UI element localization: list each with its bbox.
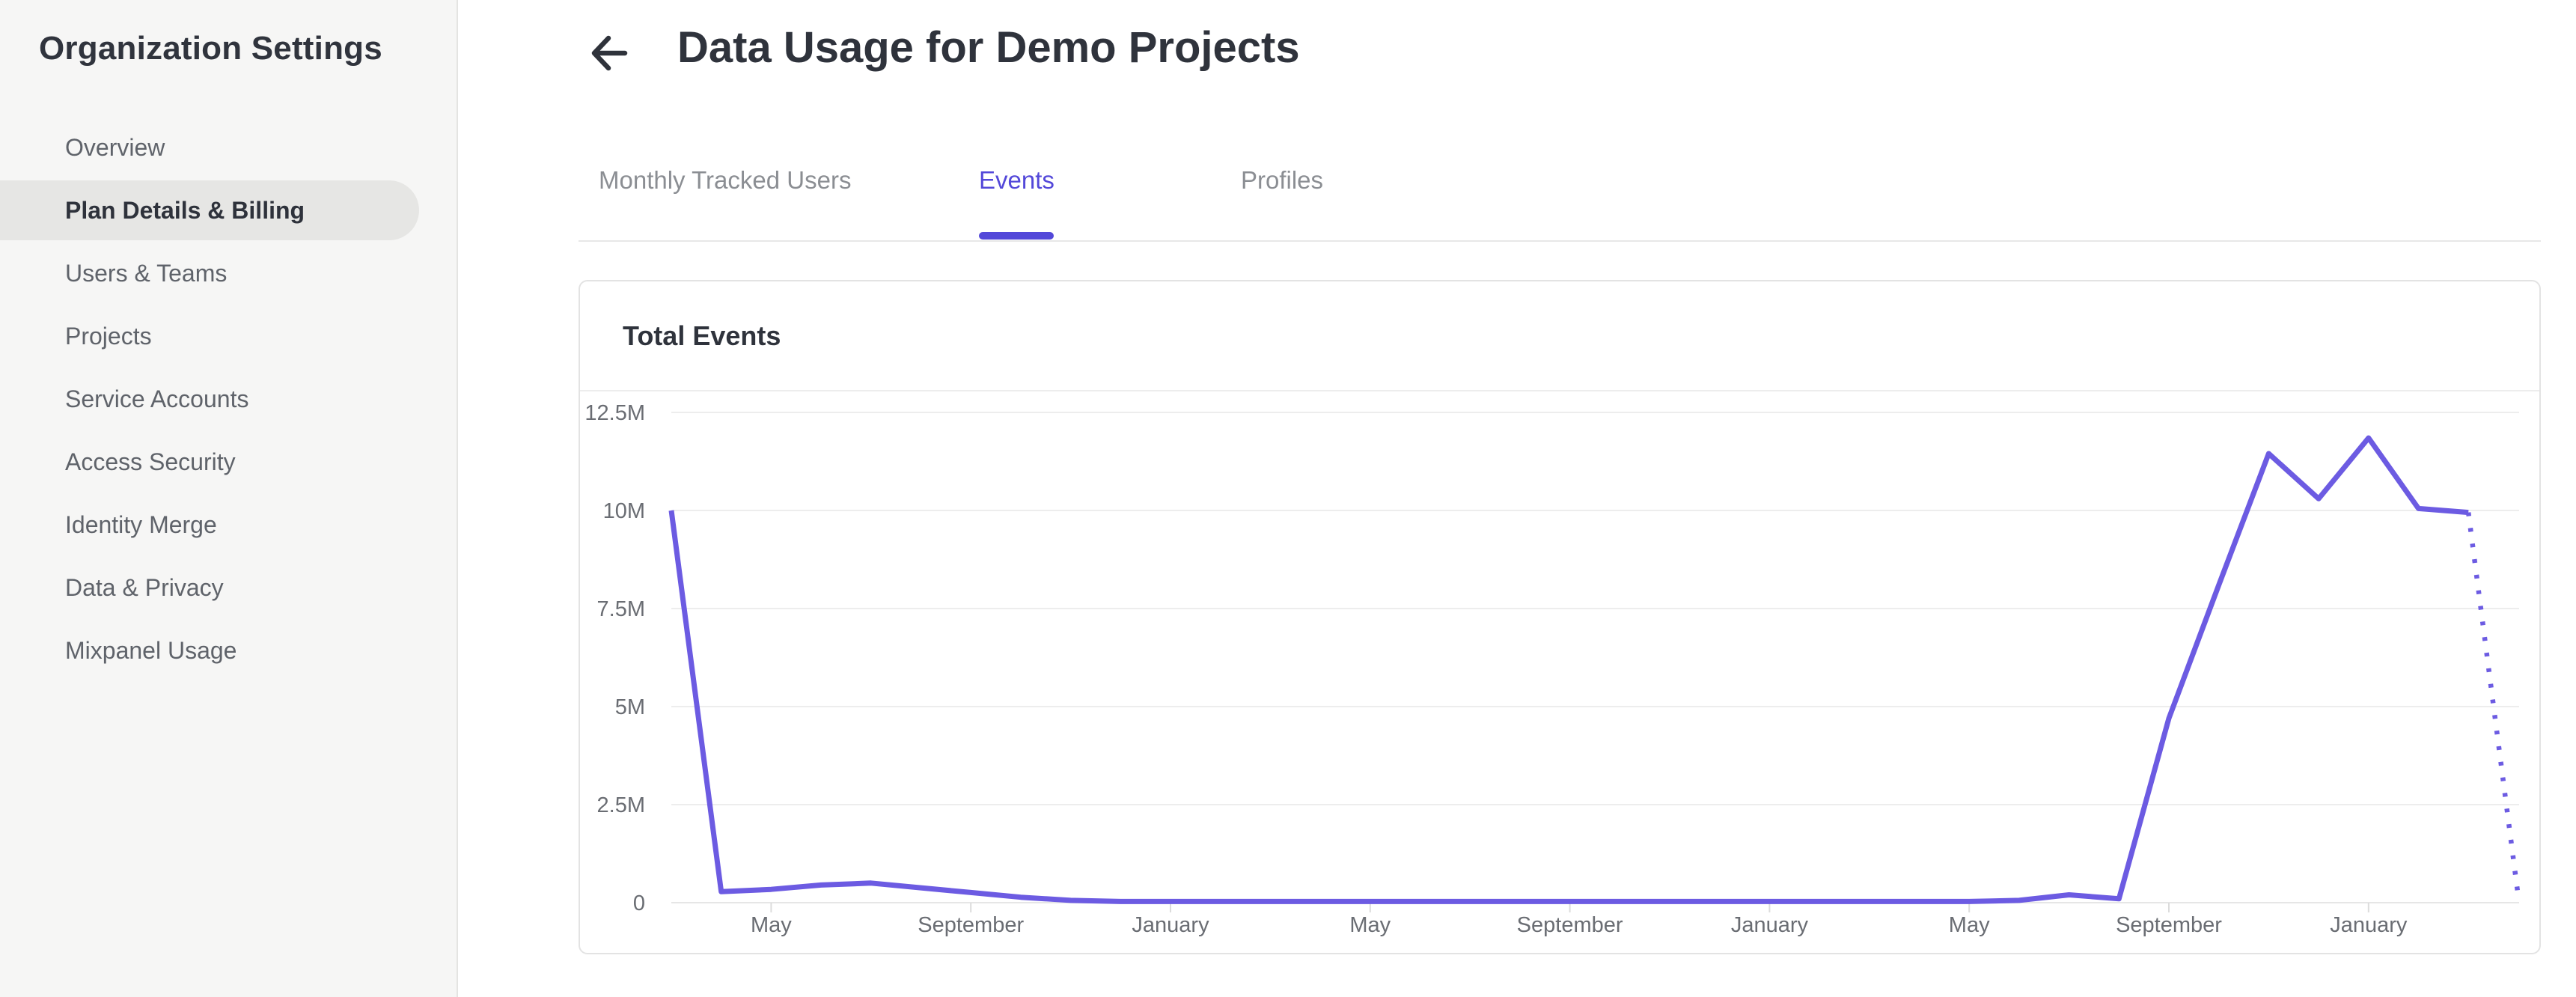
sidebar-item-overview[interactable]: Overview (0, 116, 457, 179)
organization-settings-sidebar: Organization Settings Overview Plan Detai… (0, 0, 458, 997)
sidebar-item-label: Plan Details & Billing (65, 196, 305, 224)
tab-events[interactable]: Events (979, 166, 1054, 194)
sidebar-item-label: Data & Privacy (65, 573, 224, 601)
sidebar-item-label: Users & Teams (65, 259, 228, 287)
left-arrow-icon (591, 35, 628, 71)
sidebar-item-service-accounts[interactable]: Service Accounts (0, 368, 457, 430)
sidebar-title: Organization Settings (39, 30, 382, 67)
sidebar-item-projects[interactable]: Projects (0, 305, 457, 368)
x-axis-tick-label: May (751, 913, 792, 937)
sidebar-item-label: Projects (65, 322, 152, 350)
x-axis-tick-label: January (1132, 913, 1209, 937)
card-header-divider (580, 390, 2539, 391)
back-button[interactable] (590, 34, 628, 72)
x-axis-tick-label: May (1349, 913, 1391, 937)
x-axis-tick-label: January (2330, 913, 2408, 937)
x-axis-tick-label: September (2116, 913, 2222, 937)
y-axis-tick-label: 10M (603, 499, 645, 523)
sidebar-item-label: Access Security (65, 448, 236, 475)
y-axis-tick-label: 0 (633, 891, 645, 915)
sidebar-item-access-security[interactable]: Access Security (0, 430, 457, 493)
page-title: Data Usage for Demo Projects (677, 23, 1300, 72)
sidebar-nav: Overview Plan Details & Billing Users & Te… (0, 116, 457, 682)
active-tab-underline (979, 232, 1054, 240)
card-title: Total Events (623, 320, 781, 351)
sidebar-item-identity-merge[interactable]: Identity Merge (0, 493, 457, 556)
x-axis-tick-label: September (1517, 913, 1623, 937)
y-axis-tick-label: 12.5M (585, 401, 645, 425)
sidebar-item-label: Overview (65, 133, 165, 161)
tab-monthly-tracked-users[interactable]: Monthly Tracked Users (599, 166, 852, 194)
total-events-series-line (668, 435, 2469, 904)
sidebar-item-users-teams[interactable]: Users & Teams (0, 242, 457, 305)
selected-item-pill (0, 180, 419, 240)
sidebar-item-label: Identity Merge (65, 510, 217, 538)
sidebar-item-data-privacy[interactable]: Data & Privacy (0, 556, 457, 619)
x-axis-tick-label: January (1731, 913, 1809, 937)
total-events-line-chart: 12.5M 10M 7.5M 5M 2.5M 0 May September January Ma… (585, 401, 2521, 937)
y-axis-tick-label: 5M (615, 695, 645, 719)
sidebar-item-plan-details-billing[interactable]: Plan Details & Billing (0, 179, 457, 242)
tabs-bottom-border (579, 240, 2541, 242)
tab-profiles[interactable]: Profiles (1241, 166, 1324, 194)
total-events-card: Total Events 12.5M 10M 7.5M 5M 2.5M 0 May Septe… (579, 280, 2541, 954)
sidebar-item-label: Mixpanel Usage (65, 636, 237, 664)
x-axis-tick-label: May (1949, 913, 1990, 937)
sidebar-item-mixpanel-usage[interactable]: Mixpanel Usage (0, 619, 457, 682)
sidebar-item-label: Service Accounts (65, 385, 249, 412)
projected-segment-dotted-line (2465, 512, 2521, 897)
y-axis-tick-label: 7.5M (597, 597, 645, 621)
y-axis-tick-label: 2.5M (597, 793, 645, 817)
x-axis-tick-label: September (918, 913, 1024, 937)
